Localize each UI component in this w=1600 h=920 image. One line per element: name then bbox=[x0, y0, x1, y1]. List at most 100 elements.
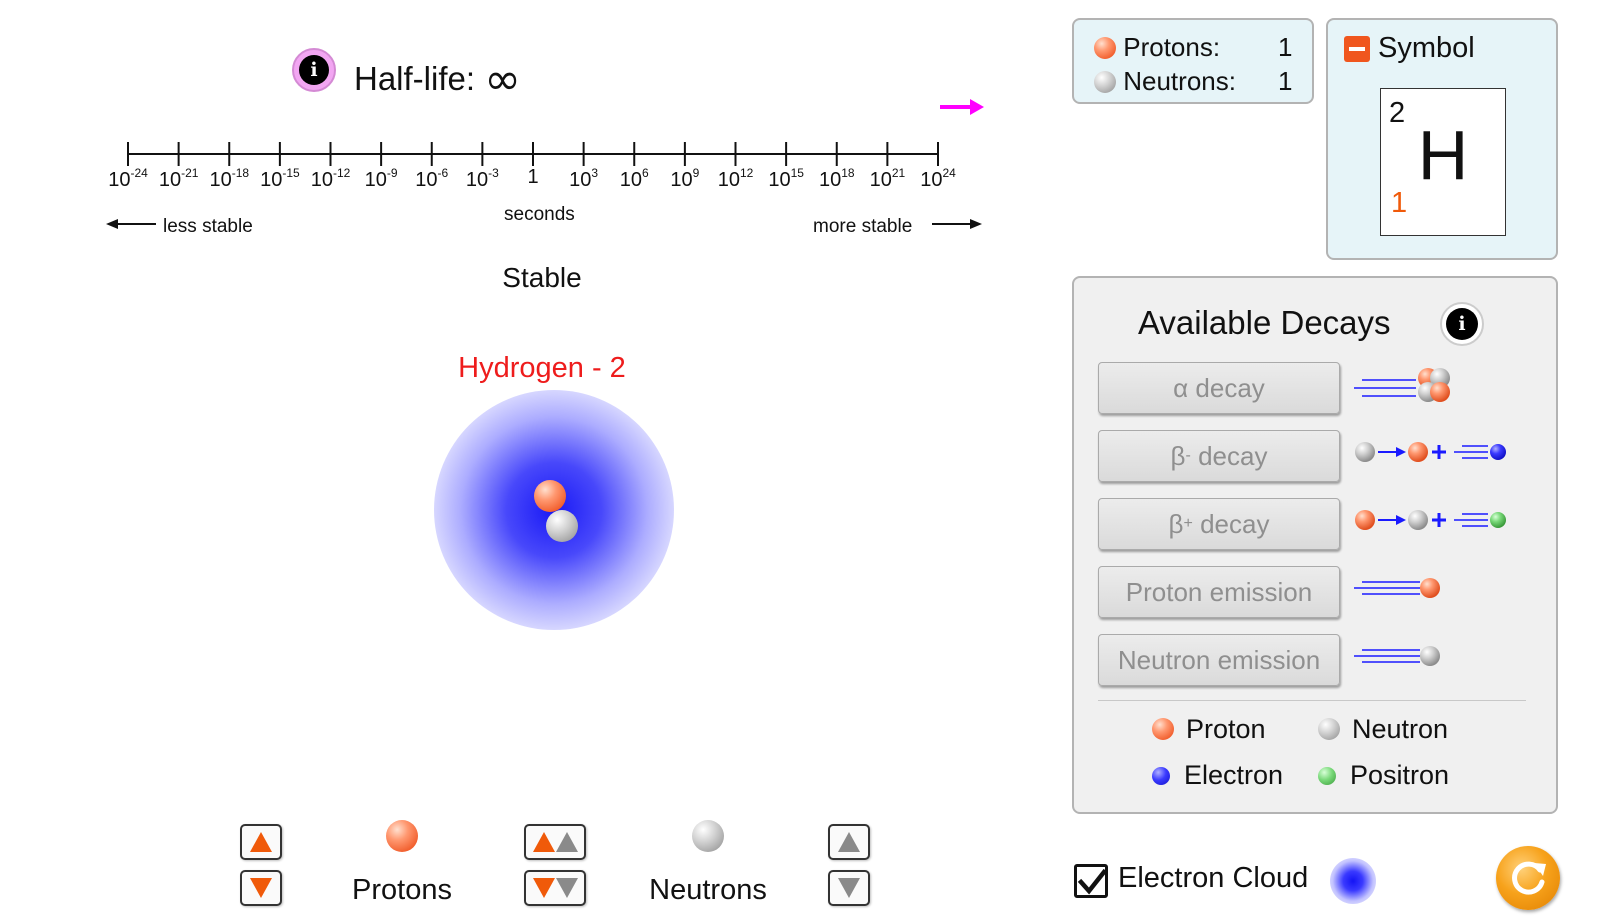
half-life-label: Half-life: bbox=[354, 60, 476, 97]
legend-electron: Electron bbox=[1152, 760, 1283, 791]
timeline-tick-label: 10-12 bbox=[310, 166, 351, 191]
half-life-value: ∞ bbox=[484, 54, 521, 105]
remove-proton-and-neutron-button[interactable] bbox=[524, 870, 586, 906]
decays-divider bbox=[1098, 700, 1526, 701]
more-stable-arrow-icon bbox=[932, 219, 982, 229]
beta-minus-prefix: β bbox=[1170, 440, 1186, 471]
timeline-tick-label: 1021 bbox=[869, 166, 906, 191]
legend-positron: Positron bbox=[1318, 760, 1449, 791]
neutron-emission-icon bbox=[1354, 646, 1440, 666]
proton-count-row: Protons: 1 bbox=[1094, 32, 1292, 63]
legend-electron-label: Electron bbox=[1184, 760, 1284, 790]
add-proton-and-neutron-button[interactable] bbox=[524, 824, 586, 860]
element-symbol: H bbox=[1417, 116, 1469, 194]
timeline-tick-label: 1012 bbox=[717, 166, 754, 191]
neutron-down-arrow-icon bbox=[555, 878, 578, 898]
down-arrow-icon bbox=[250, 878, 272, 898]
timeline-tick-label: 1015 bbox=[768, 166, 804, 191]
symbol-panel: Symbol 2 H 1 bbox=[1326, 18, 1558, 260]
down-arrow-icon bbox=[838, 878, 860, 898]
half-life-title: Half-life: ∞ bbox=[354, 54, 521, 105]
timeline-tick-label: 106 bbox=[619, 166, 649, 191]
nucleus-proton bbox=[534, 480, 566, 512]
alpha-decay-icon bbox=[1354, 368, 1450, 402]
reset-icon bbox=[1512, 861, 1546, 895]
proton-count-label: Protons: bbox=[1123, 32, 1221, 62]
less-stable-arrow-icon bbox=[106, 219, 156, 229]
half-life-timeline bbox=[127, 142, 939, 166]
proton-icon bbox=[386, 820, 418, 852]
beta-minus-decay-icon bbox=[1355, 442, 1506, 462]
checkmark-icon bbox=[1077, 868, 1107, 895]
neutron-emission-label: Neutron emission bbox=[1117, 644, 1321, 675]
beta-plus-prefix: β bbox=[1168, 508, 1184, 539]
neutron-icon bbox=[1094, 71, 1116, 93]
timeline-tick-label: 10-24 bbox=[108, 166, 148, 191]
up-arrow-icon bbox=[838, 832, 860, 852]
proton-down-arrow-icon bbox=[532, 878, 555, 898]
beta-plus-sup: + bbox=[1183, 515, 1193, 532]
half-life-info-button[interactable]: i bbox=[292, 48, 336, 92]
timeline-unit-label: seconds bbox=[504, 204, 575, 225]
available-decays-panel: Available Decays i α decay β- decay bbox=[1072, 276, 1558, 814]
electron-cloud-label: Electron Cloud bbox=[1118, 862, 1309, 894]
neutron-count-value: 1 bbox=[1278, 66, 1293, 96]
beta-minus-suffix: decay bbox=[1190, 440, 1268, 471]
neutron-icon bbox=[692, 820, 724, 852]
timeline-tick-label: 10-15 bbox=[260, 166, 300, 191]
protons-label: Protons bbox=[352, 874, 452, 906]
decays-info-button[interactable]: i bbox=[1440, 302, 1484, 346]
less-stable-label: less stable bbox=[163, 216, 253, 237]
proton-up-arrow-icon bbox=[532, 832, 555, 852]
element-symbol-box: 2 H 1 bbox=[1380, 88, 1506, 236]
add-proton-button[interactable] bbox=[240, 824, 282, 860]
proton-emission-button[interactable]: Proton emission bbox=[1098, 566, 1340, 618]
proton-icon bbox=[1094, 37, 1116, 59]
reset-button[interactable] bbox=[1496, 846, 1560, 910]
mass-number: 2 bbox=[1389, 97, 1406, 129]
timeline-tick-label: 10-3 bbox=[465, 166, 499, 191]
beta-plus-suffix: decay bbox=[1192, 508, 1270, 539]
nucleus-neutron bbox=[546, 510, 578, 542]
info-icon: i bbox=[299, 55, 329, 85]
symbol-panel-title: Symbol bbox=[1378, 32, 1475, 64]
neutron-emission-button[interactable]: Neutron emission bbox=[1098, 634, 1340, 686]
timeline-tick-label: 10-18 bbox=[209, 166, 250, 191]
more-stable-label: more stable bbox=[813, 216, 913, 237]
electron-cloud-checkbox[interactable] bbox=[1074, 864, 1108, 898]
alpha-decay-label: α decay bbox=[1173, 372, 1265, 403]
timeline-tick-label: 1024 bbox=[920, 166, 956, 191]
beta-plus-decay-button[interactable]: β + decay bbox=[1098, 498, 1340, 550]
beta-minus-decay-button[interactable]: β- decay bbox=[1098, 430, 1340, 482]
legend-neutron-label: Neutron bbox=[1352, 714, 1449, 744]
proton-count-value: 1 bbox=[1278, 32, 1293, 62]
neutrons-label: Neutrons bbox=[649, 874, 767, 906]
half-life-marker-arrow bbox=[940, 99, 984, 115]
alpha-decay-button[interactable]: α decay bbox=[1098, 362, 1340, 414]
legend-proton: Proton bbox=[1152, 714, 1266, 745]
remove-proton-button[interactable] bbox=[240, 870, 282, 906]
positron-icon bbox=[1318, 767, 1336, 785]
beta-minus-sup: - bbox=[1185, 447, 1191, 464]
legend-neutron: Neutron bbox=[1318, 714, 1448, 745]
timeline-tick-label: 10-6 bbox=[415, 166, 449, 191]
remove-neutron-button[interactable] bbox=[828, 870, 870, 906]
atomic-number: 1 bbox=[1391, 187, 1408, 219]
stability-status: Stable bbox=[502, 262, 582, 293]
timeline-tick-label: 1018 bbox=[818, 166, 855, 191]
timeline-tick-label: 109 bbox=[670, 166, 700, 191]
neutron-up-arrow-icon bbox=[555, 832, 578, 852]
timeline-tick-label: 1 bbox=[527, 166, 539, 188]
add-neutron-button[interactable] bbox=[828, 824, 870, 860]
beta-plus-decay-icon bbox=[1355, 510, 1506, 530]
neutron-icon bbox=[1318, 718, 1340, 740]
legend-proton-label: Proton bbox=[1186, 714, 1266, 744]
timeline-tick-label: 10-9 bbox=[364, 166, 398, 191]
neutron-count-label: Neutrons: bbox=[1123, 66, 1236, 96]
up-arrow-icon bbox=[250, 832, 272, 852]
timeline-tick-label: 10-21 bbox=[158, 166, 199, 191]
collapse-symbol-button[interactable] bbox=[1344, 36, 1370, 62]
legend-positron-label: Positron bbox=[1350, 760, 1450, 790]
proton-emission-icon bbox=[1354, 578, 1440, 598]
decays-panel-title: Available Decays bbox=[1138, 304, 1391, 341]
